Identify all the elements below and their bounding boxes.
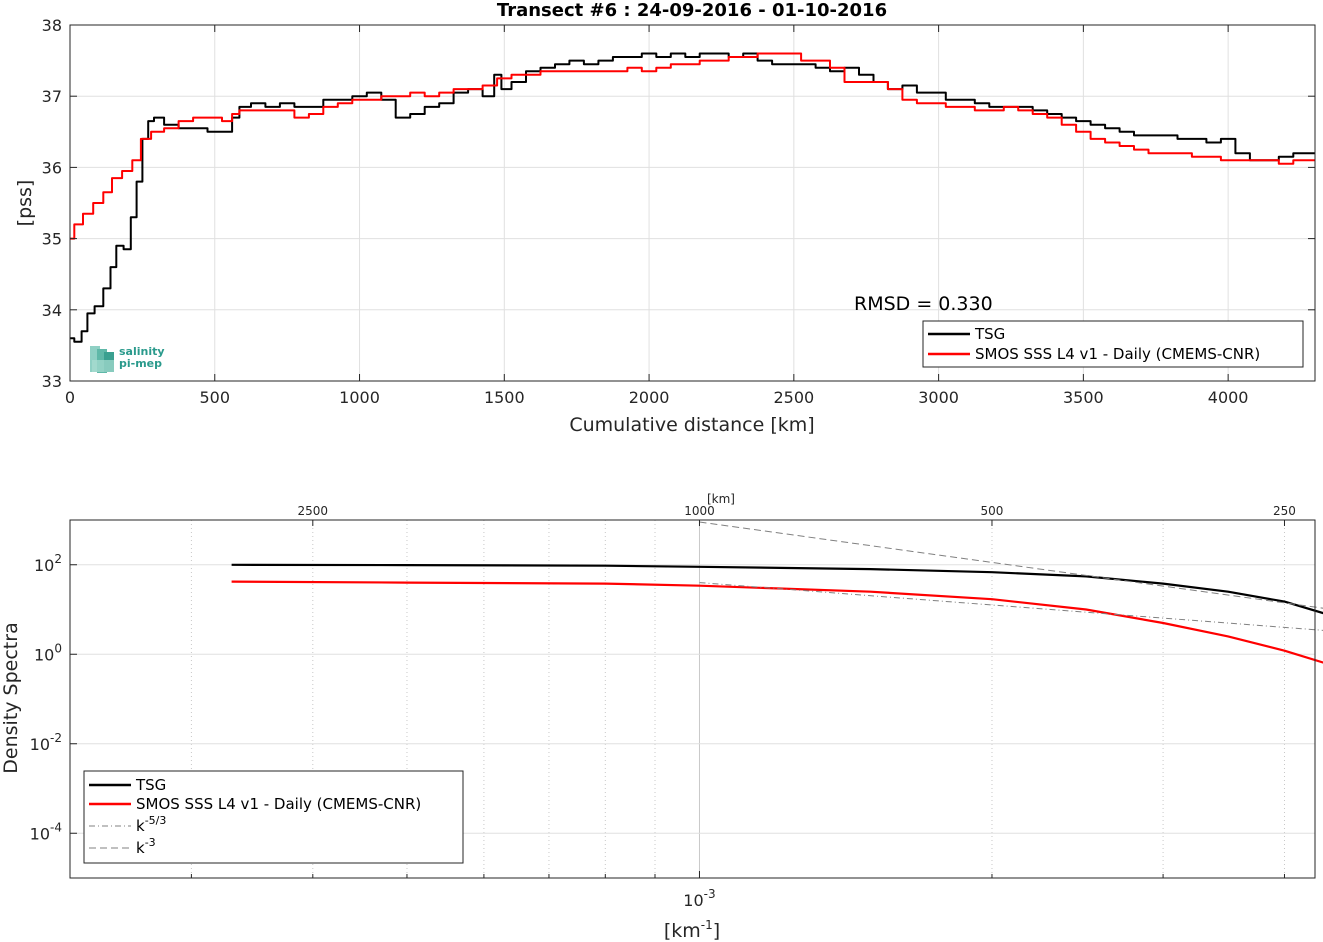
x-tick-label: 4000 <box>1208 388 1249 407</box>
y-axis-label: [pss] <box>14 180 36 227</box>
y-axis-label: Density Spectra <box>0 622 22 773</box>
x-axis-label: Cumulative distance [km] <box>569 414 814 436</box>
top-axis-label: [km] <box>707 492 735 506</box>
legend-label-k53: k-5/3 <box>136 814 166 835</box>
series-line-k3 <box>699 521 1323 609</box>
legend-label-tsg: TSG <box>135 776 166 794</box>
series-line-tsg <box>70 52 1315 343</box>
top-tick-label: 2500 <box>298 504 329 518</box>
y-tick-label: 36 <box>42 158 62 177</box>
y-tick-label: 33 <box>42 372 62 391</box>
salinity-pimep-logo: salinity pi-mep <box>90 345 165 373</box>
legend-label-tsg: TSG <box>974 325 1005 343</box>
top-tick-label: 250 <box>1273 504 1296 518</box>
x-tick-label: 1000 <box>339 388 380 407</box>
logo-text-line2: pi-mep <box>119 357 162 370</box>
chart-title: Transect #6 : 24-09-2016 - 01-10-2016 <box>497 0 887 21</box>
series-line-smos <box>70 52 1315 240</box>
tick-labels: 10210010-210-410-310-2250010005002502001… <box>30 504 1296 910</box>
series-group <box>70 52 1315 343</box>
top-tick-label: 1000 <box>684 504 715 518</box>
x-axis-label: [km-1] <box>664 918 720 942</box>
grid <box>70 25 1315 381</box>
x-tick-label: 2500 <box>773 388 814 407</box>
x-tick-label: 500 <box>199 388 230 407</box>
y-tick-label: 100 <box>34 641 62 664</box>
y-tick-label: 37 <box>42 87 62 106</box>
x-tick-label: 10-3 <box>683 887 715 910</box>
tick-labels: 0 500 1000 1500 2000 2500 3000 3500 4000 33 34 35 36… <box>42 16 1315 407</box>
series-line-smos <box>231 580 1323 664</box>
y-tick-label: 34 <box>42 301 62 320</box>
legend: TSG SMOS SSS L4 v1 - Daily (CMEMS-CNR) <box>922 320 1304 368</box>
plot-frame <box>69 24 1316 382</box>
legend-label-k3: k-3 <box>136 836 156 857</box>
y-tick-label: 10-2 <box>30 731 62 754</box>
salinity-transect-chart: Transect #6 : 24-09-2016 - 01-10-2016 0 5… <box>14 0 1316 436</box>
y-tick-label: 102 <box>34 552 62 575</box>
x-tick-label: 3500 <box>1063 388 1104 407</box>
series-group <box>231 521 1323 664</box>
logo-text-line1: salinity <box>119 345 165 358</box>
legend: TSG SMOS SSS L4 v1 - Daily (CMEMS-CNR) k… <box>83 770 464 864</box>
y-tick-label: 35 <box>42 230 62 249</box>
legend-label-smos: SMOS SSS L4 v1 - Daily (CMEMS-CNR) <box>975 345 1260 363</box>
series-line-tsg <box>231 563 1323 615</box>
x-tick-label: 0 <box>65 388 75 407</box>
series-line-k53 <box>699 582 1323 631</box>
wave-icon <box>90 346 114 373</box>
legend-box <box>922 320 1304 368</box>
density-spectra-chart: 10210010-210-410-310-2250010005002502001… <box>0 492 1323 942</box>
y-tick-label: 10-4 <box>30 820 62 843</box>
legend-label-smos: SMOS SSS L4 v1 - Daily (CMEMS-CNR) <box>136 795 421 813</box>
x-tick-label: 2000 <box>629 388 670 407</box>
rmsd-annotation: RMSD = 0.330 <box>854 293 993 315</box>
y-tick-label: 38 <box>42 16 62 35</box>
x-tick-label: 3000 <box>918 388 959 407</box>
legend-box <box>83 770 464 864</box>
top-tick-label: 500 <box>981 504 1004 518</box>
plot-frame <box>69 519 1316 879</box>
x-tick-label: 1500 <box>484 388 525 407</box>
